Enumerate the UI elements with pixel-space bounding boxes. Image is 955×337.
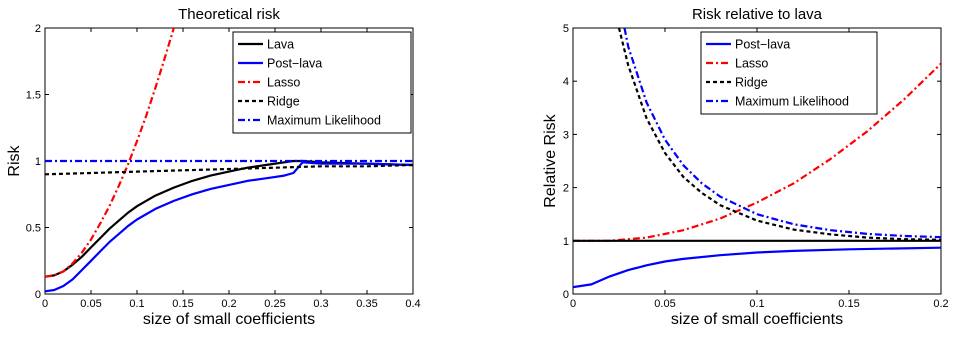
x-tick-label: 0 [570, 298, 576, 310]
legend-label: Ridge [735, 76, 768, 90]
y-tick-label: 0 [35, 289, 41, 301]
x-tick-label: 0.15 [172, 298, 193, 310]
x-axis-label: size of small coefficients [671, 311, 843, 328]
legend: Lava Post−lava Lasso Ridge Maximum Likelihoo… [232, 31, 412, 134]
legend-label: Lasso [735, 57, 768, 71]
x-tick-label: 0.1 [749, 298, 764, 310]
legend-label: Post−lava [267, 57, 322, 71]
y-tick-label: 2 [35, 23, 41, 35]
y-axis-label: Risk [6, 144, 23, 176]
chart-title: Theoretical risk [178, 6, 280, 23]
chart-title: Risk relative to lava [692, 6, 823, 23]
series-line-post-lava [573, 246, 941, 289]
legend-label: Lasso [267, 76, 300, 90]
theoretical-risk-chart: 0 0.05 0.1 0.15 0.2 0.25 0.3 0.35 0.4 0 0.5 1 1.5 2 Th… [6, 6, 421, 328]
legend-label: Post−lava [735, 38, 790, 52]
x-tick-label: 0.35 [356, 298, 377, 310]
y-tick-label: 2 [563, 183, 569, 195]
y-tick-label: 1 [35, 156, 41, 168]
x-tick-label: 0.2 [221, 298, 236, 310]
x-tick-label: 0.15 [838, 298, 859, 310]
series-line-ridge [617, 28, 941, 241]
legend-box [232, 31, 412, 134]
legend-label: Maximum Likelihood [735, 95, 849, 109]
series-line-lasso [573, 62, 941, 242]
legend-label: Ridge [267, 95, 300, 109]
series-line-ridge [45, 163, 413, 176]
legend: Post−lava Lasso Ridge Maximum Likelihood [700, 31, 878, 115]
y-tick-label: 0 [563, 289, 569, 301]
legend-label: Lava [267, 38, 294, 52]
x-tick-label: 0.3 [313, 298, 328, 310]
y-tick-label: 3 [563, 129, 569, 141]
y-tick-label: 4 [563, 76, 569, 88]
x-tick-label: 0.05 [654, 298, 675, 310]
relative-risk-chart: 0 0.05 0.1 0.15 0.2 0 1 2 3 4 5 Risk relative to la… [542, 6, 949, 328]
y-tick-label: 5 [563, 23, 569, 35]
y-tick-label: 1 [563, 236, 569, 248]
x-tick-label: 0 [42, 298, 48, 310]
y-tick-label: 1.5 [26, 90, 41, 102]
y-axis-label: Relative Risk [542, 113, 559, 207]
x-tick-label: 0.4 [405, 298, 420, 310]
x-tick-label: 0.05 [80, 298, 101, 310]
x-tick-label: 0.2 [933, 298, 948, 310]
series-line-maximum-likelihood [623, 28, 941, 239]
x-tick-label: 0.25 [264, 298, 285, 310]
x-axis-label: size of small coefficients [143, 311, 315, 328]
x-tick-label: 0.1 [129, 298, 144, 310]
y-tick-label: 0.5 [26, 223, 41, 235]
legend-box [700, 31, 878, 115]
series-line-lava [45, 159, 413, 278]
legend-label: Maximum Likelihood [267, 114, 381, 128]
